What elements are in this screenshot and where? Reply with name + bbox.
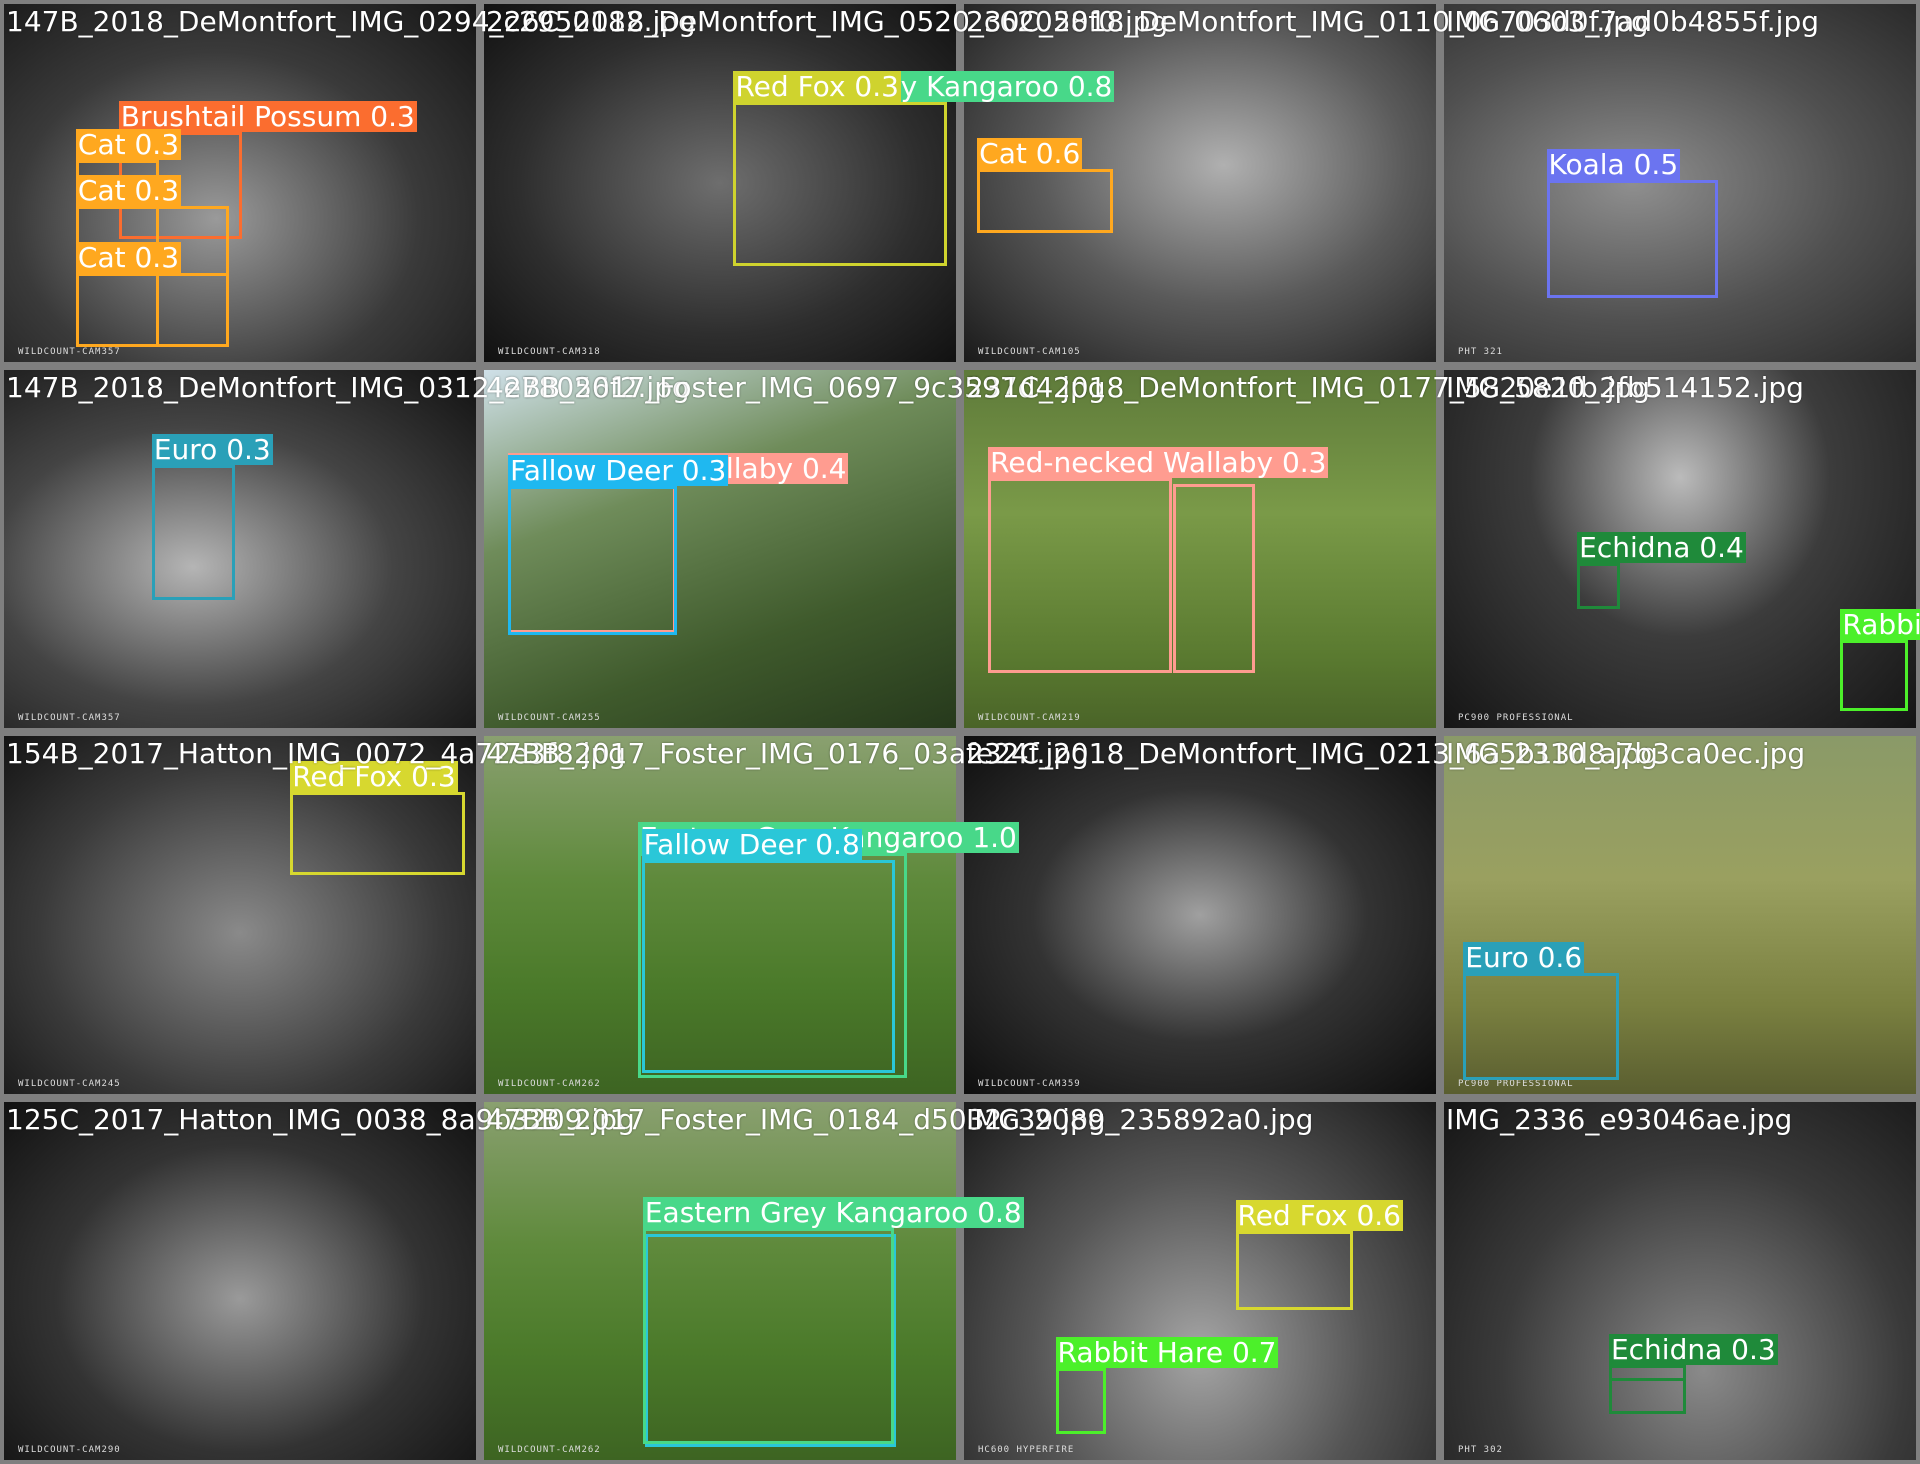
detection-label: Euro 0.6 <box>1463 941 1585 975</box>
detection-label: Cat 0.3 <box>75 241 182 275</box>
bounding-box <box>1463 973 1619 1080</box>
camera-stamp: WILDCOUNT-CAM357 <box>18 347 121 357</box>
image-tile: WILDCOUNT-CAM262 <box>484 736 956 1094</box>
bounding-box <box>988 477 1172 674</box>
detection-label: Euro 0.3 <box>151 433 273 467</box>
camera-stamp: PHT 302 <box>1458 1445 1503 1455</box>
image-tile: WILDCOUNT-CAM262 <box>484 1102 956 1460</box>
camera-stamp: PC900 PROFESSIONAL <box>1458 713 1574 723</box>
bounding-box <box>1055 1367 1106 1434</box>
bounding-box <box>1235 1230 1354 1311</box>
detection-label: Fallow Deer 0.3 <box>508 454 729 488</box>
filename: 154B_2017_Hatton_IMG_0072_4a72e3f8.jpg <box>6 737 626 770</box>
detection-label: Cat 0.3 <box>75 173 182 207</box>
detection-label: Cat 0.3 <box>75 128 182 162</box>
bounding-box <box>1173 483 1256 674</box>
image-tile: WILDCOUNT-CAM357 <box>4 370 476 728</box>
filename: 230C_2018_DeMontfort_IMG_0110_06703d0f.j… <box>966 5 1649 38</box>
filename: 147B_2018_DeMontfort_IMG_0312_e78056f2.j… <box>6 371 690 404</box>
camera-stamp: WILDCOUNT-CAM105 <box>978 347 1081 357</box>
filename: 47BB_2017_Foster_IMG_0184_d5032c39.jpg <box>486 1103 1106 1136</box>
bounding-box <box>508 486 678 636</box>
bounding-box <box>977 168 1114 233</box>
camera-stamp: PC900 PROFESSIONAL <box>1458 1079 1574 1089</box>
filename: IMG_0603_7ad0b4855f.jpg <box>1446 5 1820 38</box>
bounding-box <box>642 1228 894 1444</box>
detection-label: Rabbit Hare 0.7 <box>1055 1335 1279 1369</box>
filename: 232C_2018_DeMontfort_IMG_0213_6a5b13d8.j… <box>966 737 1658 770</box>
image-tile: WILDCOUNT-CAM245 <box>4 736 476 1094</box>
filename: IMG_2089_235892a0.jpg <box>966 1103 1314 1136</box>
camera-stamp: PHT 321 <box>1458 347 1503 357</box>
detection-label: Echidna 0.4 <box>1577 531 1746 565</box>
image-tile: HC600 HYPERFIRE <box>964 1102 1436 1460</box>
filename: 47BB_2017_Foster_IMG_0176_03afe24f.jpg <box>486 737 1089 770</box>
image-tile: WILDCOUNT-CAM255 <box>484 370 956 728</box>
filename: 226C_2018_DeMontfort_IMG_0520_c62058f0.j… <box>486 5 1169 38</box>
bounding-box <box>641 859 896 1073</box>
detection-label: Red Fox 0.6 <box>1235 1198 1403 1232</box>
filename: 125C_2017_Hatton_IMG_0038_8a9b3209.jpg <box>6 1103 635 1136</box>
image-tile: WILDCOUNT-CAM318 <box>484 4 956 362</box>
detection-label: Rabbit Hare <box>1840 609 1920 641</box>
image-tile: WILDCOUNT-CAM290 <box>4 1102 476 1460</box>
image-tile: PC900 PROFESSIONAL <box>1444 736 1916 1094</box>
detection-label: Red-necked Wallaby 0.3 <box>988 445 1329 479</box>
filename: 231C_2018_DeMontfort_IMG_0177_5820e1fb.j… <box>966 371 1651 404</box>
detection-label: Fallow Deer 0.8 <box>641 827 862 861</box>
filename: 42BB_2017_Foster_IMG_0697_9c3597d4.jpg <box>486 371 1106 404</box>
filename: IMG_5820_2fb514152.jpg <box>1446 371 1804 404</box>
filename: IMG_2310_a7b3ca0ec.jpg <box>1446 737 1806 770</box>
bounding-box <box>1608 1365 1687 1415</box>
detection-label: Koala 0.5 <box>1546 148 1681 181</box>
bounding-box <box>75 273 229 347</box>
bounding-box <box>290 792 466 876</box>
detection-label: Cat 0.6 <box>977 136 1083 170</box>
camera-stamp: WILDCOUNT-CAM359 <box>978 1079 1081 1089</box>
camera-stamp: WILDCOUNT-CAM318 <box>498 347 601 357</box>
bounding-box <box>151 465 236 600</box>
camera-stamp: WILDCOUNT-CAM245 <box>18 1079 121 1089</box>
bounding-box <box>1577 563 1620 609</box>
detection-label: Red Fox 0.3 <box>290 760 458 794</box>
camera-stamp: HC600 HYPERFIRE <box>978 1445 1075 1455</box>
camera-stamp: WILDCOUNT-CAM290 <box>18 1445 121 1455</box>
image-tile: WILDCOUNT-CAM105 <box>964 4 1436 362</box>
image-tile: PHT 302 <box>1444 1102 1916 1460</box>
bounding-box <box>645 1234 897 1448</box>
camera-stamp: WILDCOUNT-CAM357 <box>18 713 121 723</box>
image-tile: WILDCOUNT-CAM219 <box>964 370 1436 728</box>
image-tile: WILDCOUNT-CAM359 <box>964 736 1436 1094</box>
image-tile: PHT 321 <box>1444 4 1916 362</box>
detection-label: Red Fox 0.3 <box>733 69 901 103</box>
filename: IMG_2336_e93046ae.jpg <box>1446 1103 1793 1136</box>
bounding-box <box>1840 640 1908 712</box>
detection-label: Echidna 0.3 <box>1608 1333 1778 1367</box>
detection-label: Eastern Grey Kangaroo 0.8 <box>642 1196 1024 1230</box>
camera-stamp: WILDCOUNT-CAM262 <box>498 1445 601 1455</box>
camera-stamp: WILDCOUNT-CAM262 <box>498 1079 601 1089</box>
bounding-box <box>733 101 947 266</box>
camera-stamp: WILDCOUNT-CAM255 <box>498 713 601 723</box>
detection-label: Brushtail Possum 0.3 <box>118 100 417 134</box>
filename: 147B_2018_DeMontfort_IMG_0294_c2950182.j… <box>6 5 696 38</box>
bounding-box <box>1546 180 1718 298</box>
camera-stamp: WILDCOUNT-CAM219 <box>978 713 1081 723</box>
